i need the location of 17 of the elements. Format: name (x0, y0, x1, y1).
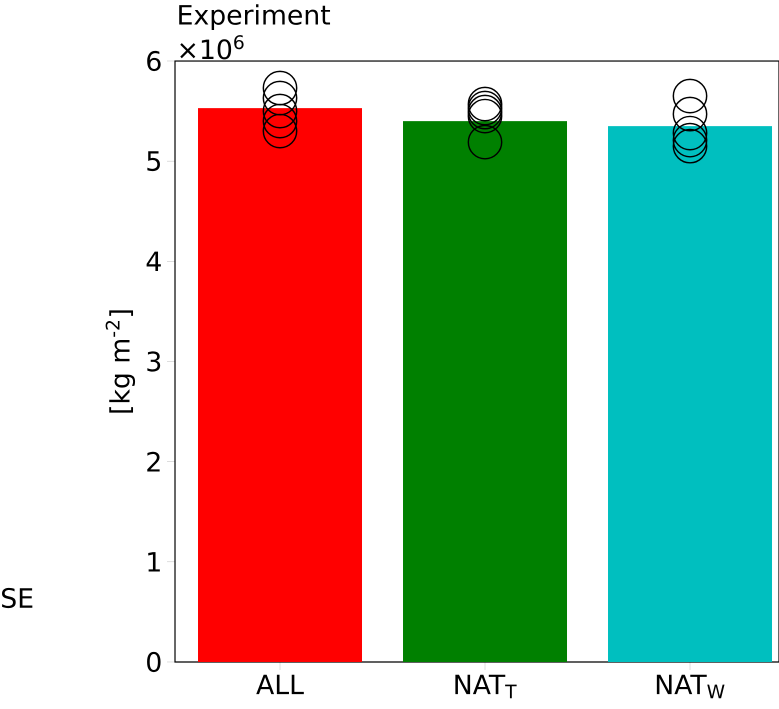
x-tick-label: NAT$_{T}$ (455, 674, 517, 698)
x-tick-label: NAT$_{W}$ (656, 674, 725, 698)
y-tick-label: 0 (147, 652, 161, 672)
y-tick-label: 1 (148, 552, 160, 572)
bar (608, 126, 772, 662)
text: ×10$^{6}$ (180, 35, 244, 60)
y-tick-label: 6 (147, 50, 161, 72)
y-tick-label: 5 (147, 151, 160, 172)
text: SE (2, 588, 32, 608)
x-tick-label: ALL (256, 674, 304, 694)
bar (198, 108, 362, 662)
bar (403, 121, 568, 662)
chart-title: Experiment (179, 4, 330, 30)
y-tick-label: 4 (146, 252, 161, 272)
y-axis-title: [kg m$^{-2}$] (106, 310, 136, 413)
y-tick-label: 2 (147, 452, 160, 472)
y-tick-label: 3 (147, 351, 160, 372)
